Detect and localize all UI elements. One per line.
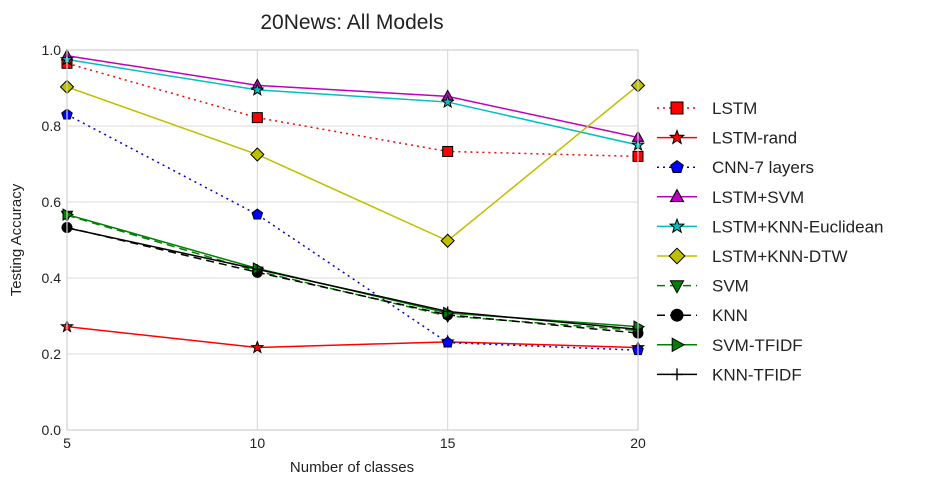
legend-label: SVM-TFIDF bbox=[712, 336, 803, 355]
series-line bbox=[66, 84, 639, 242]
y-tick-label: 0.0 bbox=[42, 422, 62, 438]
y-tick-label: 0.8 bbox=[42, 118, 62, 134]
legend-label: LSTM+KNN-Euclidean bbox=[712, 217, 884, 236]
y-tick-label: 0.6 bbox=[42, 194, 62, 210]
series-line bbox=[66, 226, 639, 334]
legend-label: LSTM-rand bbox=[712, 129, 797, 148]
data-point bbox=[250, 82, 265, 96]
legend-marker bbox=[668, 247, 686, 265]
y-axis-label: Testing Accuracy bbox=[8, 183, 25, 296]
legend-label: LSTM+KNN-DTW bbox=[712, 247, 848, 266]
legend-marker bbox=[668, 128, 686, 145]
x-tick-label: 20 bbox=[630, 435, 646, 451]
series-line bbox=[66, 227, 639, 331]
data-point bbox=[440, 94, 455, 109]
legend-marker bbox=[669, 188, 685, 203]
series-line bbox=[66, 58, 639, 146]
x-tick-label: 5 bbox=[63, 435, 71, 451]
legend: LSTM LSTM-rand CNN-7 layers LSTM+SVM LSTM+KN… bbox=[657, 99, 884, 384]
legend-label: KNN-TFIDF bbox=[712, 365, 802, 384]
y-tick-label: 1.0 bbox=[42, 42, 62, 58]
legend-marker bbox=[671, 368, 683, 381]
data-point bbox=[440, 233, 455, 248]
series-line bbox=[66, 62, 639, 158]
data-point bbox=[250, 340, 265, 354]
chart-title: 20News: All Models bbox=[260, 11, 443, 34]
data-point bbox=[250, 147, 265, 162]
legend-marker bbox=[670, 159, 684, 174]
data-point bbox=[251, 208, 264, 220]
legend-marker bbox=[670, 101, 684, 115]
data-point bbox=[441, 336, 454, 348]
data-point bbox=[442, 306, 453, 317]
legend-marker bbox=[668, 217, 686, 234]
data-point bbox=[62, 208, 75, 221]
x-tick-labels: 5 10 15 20 bbox=[63, 435, 646, 451]
data-point bbox=[443, 306, 455, 320]
legend-marker bbox=[669, 280, 685, 294]
x-tick-label: 10 bbox=[250, 435, 266, 451]
legend-label: KNN bbox=[712, 306, 748, 325]
legend-label: LSTM bbox=[712, 99, 757, 118]
data-point bbox=[252, 264, 263, 275]
series-line bbox=[66, 325, 639, 349]
legend-label: SVM bbox=[712, 277, 749, 296]
plot-frame bbox=[66, 49, 639, 431]
x-axis-label: Number of classes bbox=[290, 459, 414, 476]
y-tick-label: 0.2 bbox=[42, 346, 62, 362]
series-lines bbox=[66, 54, 639, 351]
data-point bbox=[251, 112, 263, 124]
y-tick-label: 0.4 bbox=[42, 270, 62, 286]
legend-marker bbox=[670, 308, 684, 322]
plot-area bbox=[67, 50, 638, 430]
series-line bbox=[66, 54, 639, 139]
legend-label: CNN-7 layers bbox=[712, 158, 814, 177]
y-tick-labels: 0.0 0.2 0.4 0.6 0.8 1.0 bbox=[42, 42, 62, 438]
data-point bbox=[442, 145, 454, 157]
legend-label: LSTM+SVM bbox=[712, 188, 804, 207]
data-point bbox=[252, 262, 265, 275]
legend-marker bbox=[671, 337, 686, 353]
x-tick-label: 15 bbox=[440, 435, 456, 451]
